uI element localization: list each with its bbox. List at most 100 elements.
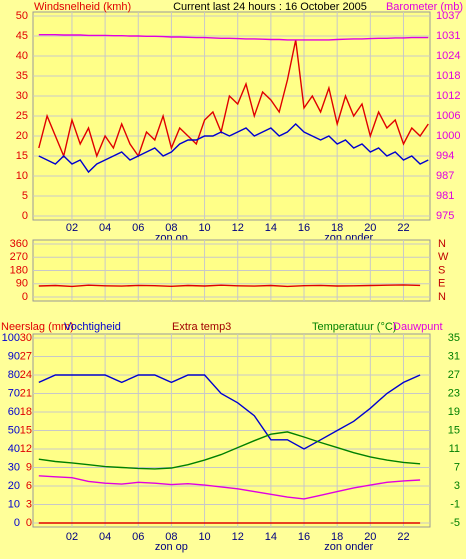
y-tick-label: 70 <box>8 387 20 399</box>
y-tick-label: 80 <box>8 369 20 381</box>
x-tick-label: 14 <box>265 531 277 543</box>
y-tick-label: 994 <box>436 150 454 162</box>
x-tick-label: 12 <box>232 222 244 234</box>
annotation: zon onder <box>324 541 373 553</box>
y-tick-label: 10 <box>16 170 28 182</box>
series-line <box>38 374 421 450</box>
y-tick-label: 18 <box>20 406 32 418</box>
x-tick-label: 22 <box>397 222 409 234</box>
y-tick-label: 30 <box>20 332 32 344</box>
y-tick-label: -1 <box>450 498 460 510</box>
y-tick-label: 35 <box>448 332 460 344</box>
y-tick-label: 23 <box>448 387 460 399</box>
y-tick-label: 0 <box>22 210 28 222</box>
series-line <box>38 284 421 288</box>
y-tick-label: 5 <box>22 190 28 202</box>
x-tick-label: 06 <box>132 531 144 543</box>
y-tick-label: 0 <box>22 291 28 303</box>
y-tick-label: 0 <box>26 517 32 529</box>
x-tick-label: 20 <box>364 531 376 543</box>
x-tick-label: 08 <box>165 531 177 543</box>
y-tick-label: 987 <box>436 170 454 182</box>
series-line <box>38 123 429 174</box>
x-tick-label: 02 <box>66 531 78 543</box>
y-tick-label: 45 <box>16 30 28 42</box>
y-tick-label: 3 <box>454 480 460 492</box>
y-tick-label: 3 <box>26 498 32 510</box>
y-tick-label: 1006 <box>436 110 460 122</box>
series-line <box>38 39 429 159</box>
y-tick-label: 975 <box>436 210 454 222</box>
y-tick-label: 15 <box>448 424 460 436</box>
y-tick-label: 1018 <box>436 70 460 82</box>
y-tick-label: 40 <box>16 50 28 62</box>
x-tick-label: 16 <box>298 531 310 543</box>
y-tick-label: E <box>438 278 445 290</box>
y-tick-label: 19 <box>448 406 460 418</box>
header-label: Vochtigheid <box>64 321 121 333</box>
x-tick-label: 10 <box>198 531 210 543</box>
header-label: Windsnelheid (kmh) <box>34 1 131 13</box>
y-tick-label: 1031 <box>436 30 460 42</box>
y-tick-label: 27 <box>448 369 460 381</box>
x-tick-label: 22 <box>397 531 409 543</box>
x-tick-label: 18 <box>331 222 343 234</box>
x-tick-label: 10 <box>198 222 210 234</box>
series-line <box>38 475 421 500</box>
y-tick-label: 20 <box>8 480 20 492</box>
y-tick-label: 25 <box>16 110 28 122</box>
y-tick-label: 7 <box>454 461 460 473</box>
y-tick-label: 1000 <box>436 130 460 142</box>
y-tick-label: 12 <box>20 443 32 455</box>
x-tick-label: 04 <box>99 222 111 234</box>
header-label: Temperatuur (°C) <box>312 321 396 333</box>
header-label: Neerslag (mm) <box>1 321 74 333</box>
y-tick-label: 1012 <box>436 90 460 102</box>
x-tick-label: 08 <box>165 222 177 234</box>
y-tick-label: S <box>438 264 445 276</box>
series-line <box>38 34 429 41</box>
y-tick-label: 360 <box>10 238 28 250</box>
y-tick-label: 15 <box>20 424 32 436</box>
y-tick-label: 50 <box>8 424 20 436</box>
y-tick-label: 90 <box>8 350 20 362</box>
series-line <box>38 431 421 470</box>
y-tick-label: 30 <box>16 90 28 102</box>
header-label: Barometer (mb) <box>386 1 463 13</box>
x-tick-label: 14 <box>265 222 277 234</box>
annotation: zon op <box>155 541 188 553</box>
y-tick-label: 100 <box>2 332 20 344</box>
x-tick-label: 06 <box>132 222 144 234</box>
y-tick-label: 6 <box>26 480 32 492</box>
y-tick-label: 1024 <box>436 50 460 62</box>
x-tick-label: 12 <box>232 531 244 543</box>
y-tick-label: N <box>438 291 446 303</box>
y-tick-label: 24 <box>20 369 32 381</box>
y-tick-label: 50 <box>16 10 28 22</box>
header-label: Dauwpunt <box>393 321 443 333</box>
y-tick-label: 9 <box>26 461 32 473</box>
y-tick-label: 31 <box>448 350 460 362</box>
y-tick-label: W <box>438 251 449 263</box>
x-tick-label: 16 <box>298 222 310 234</box>
header-label: Current last 24 hours : 16 October 2005 <box>173 1 367 13</box>
y-tick-label: 0 <box>14 517 20 529</box>
y-tick-label: 21 <box>20 387 32 399</box>
y-tick-label: -5 <box>450 517 460 529</box>
y-tick-label: 40 <box>8 443 20 455</box>
y-tick-label: 30 <box>8 461 20 473</box>
y-tick-label: 180 <box>10 264 28 276</box>
y-tick-label: 15 <box>16 150 28 162</box>
header-label: Extra temp3 <box>172 321 231 333</box>
y-tick-label: 35 <box>16 70 28 82</box>
y-tick-label: N <box>438 238 446 250</box>
y-tick-label: 1037 <box>436 10 460 22</box>
y-tick-label: 27 <box>20 350 32 362</box>
y-tick-label: 270 <box>10 251 28 263</box>
y-tick-label: 20 <box>16 130 28 142</box>
y-tick-label: 60 <box>8 406 20 418</box>
y-tick-label: 981 <box>436 190 454 202</box>
x-tick-label: 18 <box>331 531 343 543</box>
x-tick-label: 04 <box>99 531 111 543</box>
